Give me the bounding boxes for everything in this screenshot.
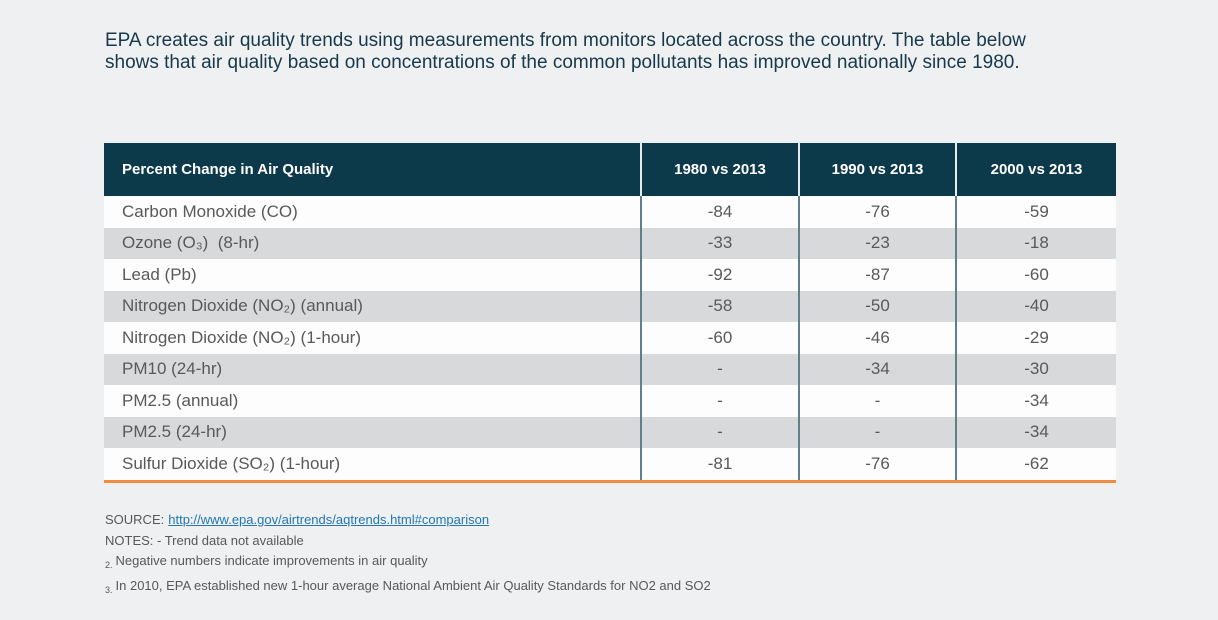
row-value: -23 <box>798 227 955 259</box>
table-row: Sulfur Dioxide (SO₂) (1-hour) -81 -76 -6… <box>104 448 1116 480</box>
row-value: - <box>798 416 955 448</box>
source-line: SOURCE: http://www.epa.gov/airtrends/aqtr… <box>105 510 711 531</box>
row-label: Lead (Pb) <box>122 264 197 284</box>
table-row: Lead (Pb) -92 -87 -60 <box>104 259 1116 291</box>
row-value: -60 <box>955 259 1116 291</box>
row-value: -76 <box>798 196 955 228</box>
table-row: PM2.5 (24-hr) - - -34 <box>104 416 1116 448</box>
note-2: 2. Negative numbers indicate improvements… <box>105 551 711 576</box>
row-label: Ozone (O₃) (8-hr) <box>122 233 260 253</box>
column-header-1990-vs-2013: 1990 vs 2013 <box>798 143 955 196</box>
table-row: PM10 (24-hr) - -34 -30 <box>104 353 1116 385</box>
table-row: Ozone (O₃) (8-hr) -33 -23 -18 <box>104 227 1116 259</box>
intro-paragraph: EPA creates air quality trends using mea… <box>105 30 1026 73</box>
note-2-text: Negative numbers indicate improvements i… <box>115 553 428 568</box>
notes-line: NOTES: - Trend data not available <box>105 532 304 548</box>
row-value: - <box>640 416 798 448</box>
table-row: Nitrogen Dioxide (NO₂) (annual) -58 -50 … <box>104 290 1116 322</box>
row-value: -60 <box>640 322 798 354</box>
row-value: - <box>640 385 798 417</box>
row-label: PM10 (24-hr) <box>122 359 223 379</box>
column-header-1980-vs-2013: 1980 vs 2013 <box>640 143 798 196</box>
row-label: Sulfur Dioxide (SO₂) (1-hour) <box>122 453 341 473</box>
row-value: -50 <box>798 290 955 322</box>
note-3-text: In 2010, EPA established new 1-hour aver… <box>115 577 711 593</box>
row-value: - <box>798 385 955 417</box>
column-header-2000-vs-2013: 2000 vs 2013 <box>955 143 1116 196</box>
source-label: SOURCE: <box>105 512 165 527</box>
row-label: PM2.5 (annual) <box>122 390 239 410</box>
row-label: Carbon Monoxide (CO) <box>122 201 298 221</box>
row-label: Nitrogen Dioxide (NO₂) (annual) <box>122 296 363 316</box>
row-value: -62 <box>955 448 1116 480</box>
note-3-subscript: 3. <box>105 584 113 595</box>
note-2-subscript: 2. <box>105 560 113 570</box>
table-row: Carbon Monoxide (CO) -84 -76 -59 <box>104 196 1116 228</box>
row-value: -92 <box>640 259 798 291</box>
row-value: -34 <box>955 385 1116 417</box>
row-value: -59 <box>955 196 1116 228</box>
row-value: -33 <box>640 227 798 259</box>
row-value: -34 <box>955 416 1116 448</box>
table-header-row: Percent Change in Air Quality 1980 vs 20… <box>104 143 1116 196</box>
row-value: -34 <box>798 353 955 385</box>
row-value: -29 <box>955 322 1116 354</box>
row-value: -58 <box>640 290 798 322</box>
row-value: -30 <box>955 353 1116 385</box>
table-row: PM2.5 (annual) - - -34 <box>104 385 1116 417</box>
row-value: -84 <box>640 196 798 228</box>
row-value: -76 <box>798 448 955 480</box>
row-label: Nitrogen Dioxide (NO₂) (1-hour) <box>122 327 362 347</box>
row-value: -87 <box>798 259 955 291</box>
note-3: 3. In 2010, EPA established new 1-hour av… <box>105 576 711 601</box>
source-link[interactable]: http://www.epa.gov/airtrends/aqtrends.ht… <box>168 512 490 527</box>
table-row: Nitrogen Dioxide (NO₂) (1-hour) -60 -46 … <box>104 322 1116 354</box>
table-header-title: Percent Change in Air Quality <box>122 161 334 178</box>
row-label: PM2.5 (24-hr) <box>122 422 227 442</box>
row-value: -18 <box>955 227 1116 259</box>
row-value: -40 <box>955 290 1116 322</box>
air-quality-table: Percent Change in Air Quality 1980 vs 20… <box>104 143 1116 483</box>
row-value: - <box>640 353 798 385</box>
row-value: -46 <box>798 322 955 354</box>
footer-notes: SOURCE: http://www.epa.gov/airtrends/aqtr… <box>105 510 711 600</box>
row-value: -81 <box>640 448 798 480</box>
